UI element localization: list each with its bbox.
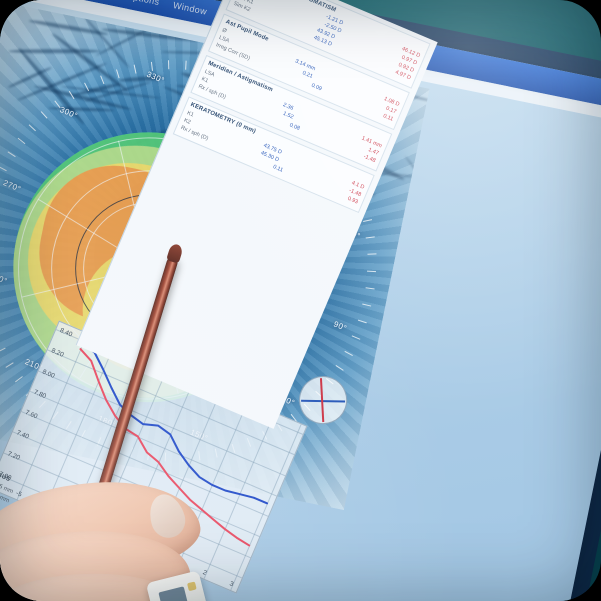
screenshot-root: File Edit View Patient Exam Maps Tools O… [0,0,601,601]
device-display [158,586,190,601]
panel-row-key: K1 [186,110,195,118]
device-indicator [187,581,197,591]
panel-row-key: K1 [200,76,209,84]
panel-row-key: Ø [221,27,227,34]
hand-holding-pointer [0,466,260,601]
menu-item-window[interactable]: Window [172,0,208,17]
menu-item-options[interactable]: Options [125,0,160,7]
eyelash [8,49,100,53]
panel-row-key: K2 [183,118,192,126]
